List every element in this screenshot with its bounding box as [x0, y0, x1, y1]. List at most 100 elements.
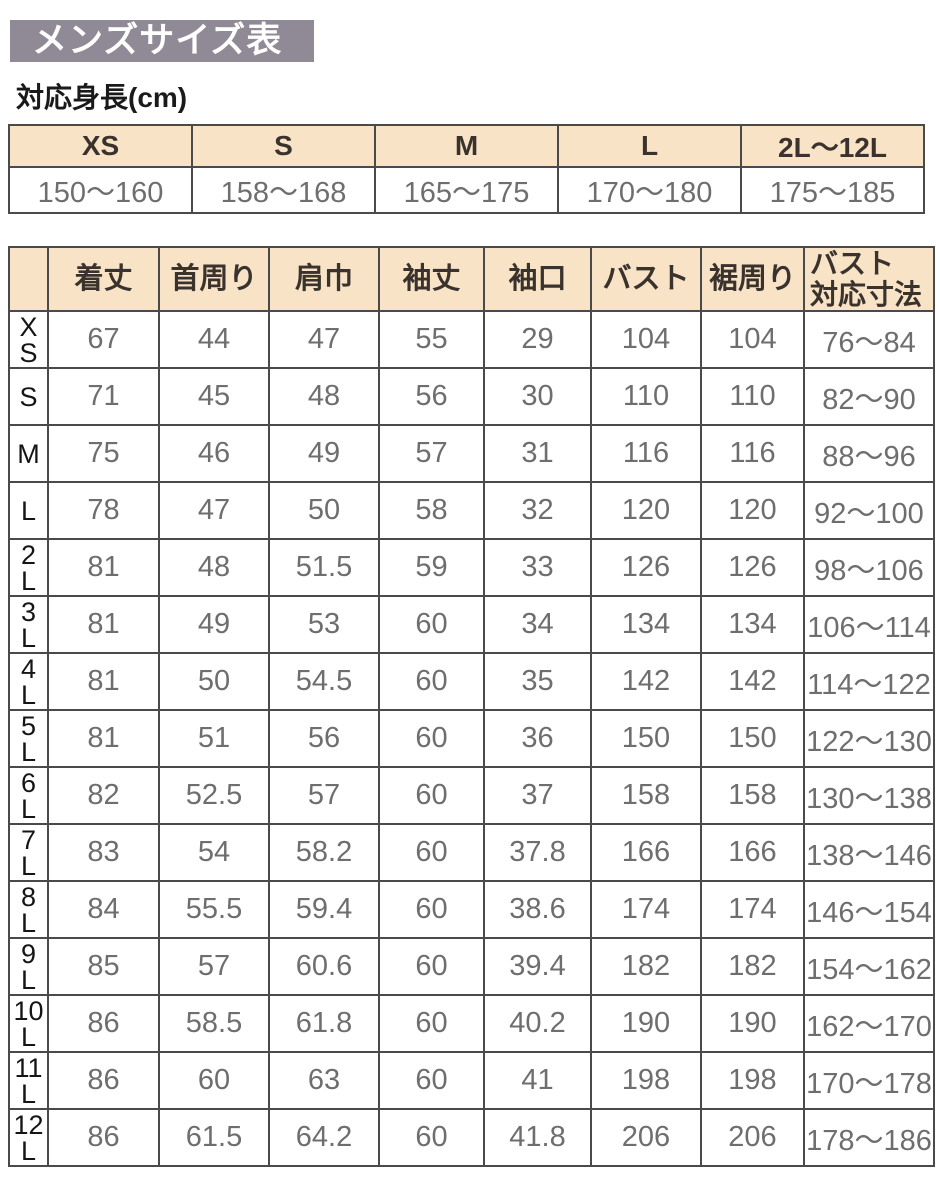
size-value-cell: 35 — [483, 652, 592, 711]
size-value-cell: 174 — [590, 880, 702, 939]
size-table-header-row: 着丈 首周り 肩巾 袖丈 袖口 バスト 裾周り バスト 対応寸法 — [8, 246, 935, 312]
size-value-cell: 60 — [378, 709, 485, 768]
size-table-row: 10 L 86 58.5 61.8 60 40.2 190 190 162～170 — [8, 994, 935, 1053]
size-value-cell: 120 — [590, 481, 702, 540]
row-size-label: L — [8, 481, 49, 540]
size-value-cell: 166 — [590, 823, 702, 882]
size-value-cell: 198 — [590, 1051, 702, 1110]
size-table-column-header-cell: バスト 対応寸法 — [803, 246, 935, 312]
size-table-row: 11 L 86 60 63 60 41 198 198 170～178 — [8, 1051, 935, 1110]
size-value-cell: 67 — [47, 310, 160, 369]
size-table-row: 5 L 81 51 56 60 36 150 150 122～130 — [8, 709, 935, 768]
size-value-cell: 206 — [590, 1108, 702, 1167]
size-value-cell: 138～146 — [803, 823, 935, 882]
size-value-cell: 30 — [483, 367, 592, 426]
size-table-column-header-cell: 首周り — [158, 246, 270, 312]
size-value-cell: 182 — [700, 937, 805, 996]
height-range-cell: 175～185 — [740, 166, 925, 214]
size-value-cell: 60 — [378, 1108, 485, 1167]
height-size-header-cell: 2L～12L — [740, 124, 925, 168]
height-range-cell: 165～175 — [374, 166, 559, 214]
size-value-cell: 81 — [47, 595, 160, 654]
size-value-cell: 64.2 — [268, 1108, 380, 1167]
size-table-row: 2 L 81 48 51.5 59 33 126 126 98～106 — [8, 538, 935, 597]
size-value-cell: 37 — [483, 766, 592, 825]
size-value-cell: 44 — [158, 310, 270, 369]
size-value-cell: 57 — [158, 937, 270, 996]
size-value-cell: 59 — [378, 538, 485, 597]
height-size-header-cell: L — [557, 124, 742, 168]
size-value-cell: 51.5 — [268, 538, 380, 597]
size-value-cell: 206 — [700, 1108, 805, 1167]
size-value-cell: 83 — [47, 823, 160, 882]
height-range-cell: 150～160 — [8, 166, 193, 214]
size-table-row: 6 L 82 52.5 57 60 37 158 158 130～138 — [8, 766, 935, 825]
size-value-cell: 60 — [158, 1051, 270, 1110]
height-table: XS S M L 2L～12L 150～160 158～168 165～175 170～180… — [8, 124, 925, 214]
size-value-cell: 47 — [158, 481, 270, 540]
page-title: メンズサイズ表 — [32, 21, 283, 60]
height-size-header-cell: S — [191, 124, 376, 168]
size-table-column-header-cell: 肩巾 — [268, 246, 380, 312]
size-value-cell: 53 — [268, 595, 380, 654]
size-value-cell: 110 — [700, 367, 805, 426]
size-table-row: S 71 45 48 56 30 110 110 82～90 — [8, 367, 935, 426]
size-value-cell: 158 — [590, 766, 702, 825]
row-size-label: S — [8, 367, 49, 426]
size-value-cell: 46 — [158, 424, 270, 483]
page-title-banner: メンズサイズ表 — [10, 20, 314, 62]
size-table-column-header-cell: 袖口 — [483, 246, 592, 312]
size-value-cell: 116 — [700, 424, 805, 483]
size-value-cell: 58.5 — [158, 994, 270, 1053]
size-table-column-header-cell: バスト — [590, 246, 702, 312]
size-value-cell: 48 — [268, 367, 380, 426]
size-value-cell: 174 — [700, 880, 805, 939]
size-value-cell: 40.2 — [483, 994, 592, 1053]
size-value-cell: 55 — [378, 310, 485, 369]
size-value-cell: 60 — [378, 595, 485, 654]
size-table-row: X S 67 44 47 55 29 104 104 76～84 — [8, 310, 935, 369]
size-value-cell: 86 — [47, 1051, 160, 1110]
size-value-cell: 39.4 — [483, 937, 592, 996]
row-size-label: 12 L — [8, 1108, 49, 1167]
size-value-cell: 162～170 — [803, 994, 935, 1053]
size-value-cell: 36 — [483, 709, 592, 768]
size-value-cell: 71 — [47, 367, 160, 426]
size-value-cell: 60 — [378, 652, 485, 711]
size-value-cell: 76～84 — [803, 310, 935, 369]
size-value-cell: 120 — [700, 481, 805, 540]
size-value-cell: 170～178 — [803, 1051, 935, 1110]
size-value-cell: 81 — [47, 538, 160, 597]
size-value-cell: 29 — [483, 310, 592, 369]
size-table-row: 7 L 83 54 58.2 60 37.8 166 166 138～146 — [8, 823, 935, 882]
size-value-cell: 32 — [483, 481, 592, 540]
size-value-cell: 56 — [378, 367, 485, 426]
size-value-cell: 88～96 — [803, 424, 935, 483]
size-value-cell: 34 — [483, 595, 592, 654]
size-value-cell: 61.8 — [268, 994, 380, 1053]
size-value-cell: 78 — [47, 481, 160, 540]
size-value-cell: 56 — [268, 709, 380, 768]
size-value-cell: 49 — [268, 424, 380, 483]
size-value-cell: 81 — [47, 652, 160, 711]
size-value-cell: 182 — [590, 937, 702, 996]
size-value-cell: 142 — [590, 652, 702, 711]
size-table-row: 12 L 86 61.5 64.2 60 41.8 206 206 178～186 — [8, 1108, 935, 1167]
size-value-cell: 154～162 — [803, 937, 935, 996]
size-value-cell: 60 — [378, 1051, 485, 1110]
size-table-column-header-cell: 着丈 — [47, 246, 160, 312]
size-value-cell: 150 — [700, 709, 805, 768]
size-value-cell: 37.8 — [483, 823, 592, 882]
size-value-cell: 41 — [483, 1051, 592, 1110]
size-value-cell: 59.4 — [268, 880, 380, 939]
size-value-cell: 134 — [590, 595, 702, 654]
size-table-corner-cell — [8, 246, 49, 312]
row-size-label: 10 L — [8, 994, 49, 1053]
size-table-row: 8 L 84 55.5 59.4 60 38.6 174 174 146～154 — [8, 880, 935, 939]
